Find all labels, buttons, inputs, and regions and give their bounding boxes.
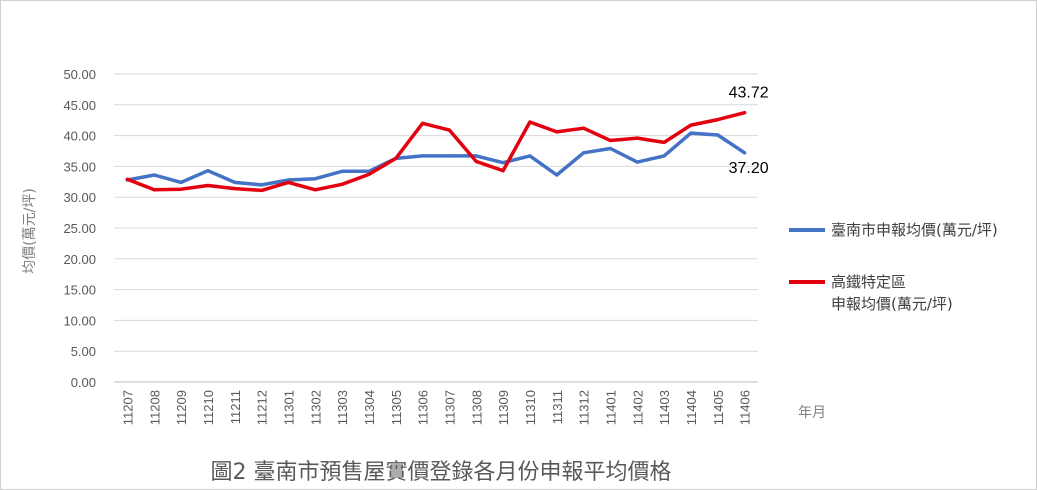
gridlines [114, 73, 758, 383]
data-point [420, 154, 425, 158]
x-tick-label: 11311 [550, 390, 565, 424]
x-tick-label: 11212 [255, 390, 270, 425]
data-point [474, 154, 478, 158]
x-tick-label: 11302 [308, 390, 323, 425]
y-tick-label: 30.00 [63, 190, 96, 205]
y-tick-label: 50.00 [63, 67, 96, 82]
data-point [313, 177, 317, 181]
x-tick-label: 11312 [577, 390, 592, 425]
y-tick-label: 45.00 [63, 98, 96, 113]
x-tick-label: 11301 [281, 390, 296, 425]
data-point [501, 161, 505, 165]
data-point [662, 140, 666, 144]
end-data-label-1: 37.20 [729, 160, 769, 177]
data-point [152, 188, 156, 192]
data-point [689, 131, 693, 135]
y-tick-label: 10.00 [63, 313, 96, 328]
data-point [742, 111, 747, 115]
data-point [286, 180, 291, 185]
x-tick-label: 11211 [228, 390, 243, 424]
data-point [689, 123, 693, 127]
data-point [125, 177, 130, 181]
data-point [662, 154, 666, 158]
x-tick-label: 11305 [389, 390, 404, 425]
data-point [581, 126, 586, 130]
x-tick-label: 11308 [469, 390, 484, 425]
data-point [555, 130, 559, 134]
x-tick-label: 11304 [362, 390, 377, 425]
x-tick-label: 11303 [335, 390, 350, 425]
data-point [608, 138, 613, 143]
y-tick-label: 25.00 [63, 221, 96, 236]
data-point [608, 146, 613, 151]
x-tick-label: 11310 [523, 390, 538, 425]
data-point [259, 183, 264, 187]
data-point [367, 172, 371, 177]
series-line-1 [125, 131, 747, 187]
data-point [233, 180, 237, 185]
end-data-label-2: 43.72 [729, 85, 769, 102]
x-tick-label: 11210 [201, 390, 216, 425]
data-point [555, 173, 559, 177]
legend-label-2: 申報均價(萬元/坪) [831, 295, 953, 313]
x-tick-label: 11406 [738, 390, 753, 425]
data-point [394, 156, 398, 160]
y-tick-label: 15.00 [63, 283, 96, 298]
data-point [233, 186, 237, 191]
data-labels: 37.20 43.72 [729, 85, 769, 177]
data-point [286, 178, 291, 182]
data-point [635, 136, 639, 140]
data-point [179, 187, 183, 191]
data-point [179, 180, 183, 185]
data-point [581, 151, 586, 155]
data-point [447, 154, 452, 158]
series-lines [125, 110, 747, 193]
x-tick-label: 11405 [711, 390, 726, 425]
x-tick-label: 11209 [174, 390, 189, 425]
y-axis-label: 均價(萬元/坪) [21, 188, 38, 274]
x-tick-label: 11404 [684, 390, 699, 425]
data-point [447, 128, 452, 132]
y-tick-label: 0.00 [71, 375, 96, 390]
x-tick-label: 11306 [416, 390, 431, 425]
data-point [635, 160, 639, 164]
data-point [528, 154, 532, 158]
chart-caption: 圖2 臺南市預售屋實價登錄各月份申報平均價格 [211, 460, 672, 485]
data-point [313, 188, 317, 192]
data-point [206, 183, 210, 188]
legend-label-2: 高鐵特定區 [831, 273, 906, 291]
data-point [716, 117, 720, 122]
data-point [474, 159, 478, 164]
data-point [716, 133, 720, 137]
series-line-2 [125, 110, 747, 193]
data-point [742, 151, 747, 155]
y-tick-label: 20.00 [63, 252, 96, 267]
x-axis-label: 年月 [798, 405, 826, 421]
data-point [259, 188, 264, 193]
x-tick-label: 11402 [630, 390, 645, 425]
y-tick-labels: 0.00 5.00 10.00 15.00 20.00 25.00 30.00 35.00 40… [63, 67, 96, 390]
y-tick-label: 40.00 [63, 129, 96, 144]
x-tick-label: 11309 [496, 390, 511, 425]
x-tick-label: 11307 [442, 390, 457, 425]
y-tick-label: 35.00 [63, 159, 96, 174]
data-point [206, 169, 210, 173]
data-point [152, 173, 156, 177]
data-point [340, 182, 344, 186]
data-point [528, 120, 532, 124]
x-tick-label: 11207 [120, 390, 135, 425]
data-point [420, 121, 425, 125]
x-tick-label: 11208 [147, 390, 162, 425]
x-tick-label: 11403 [657, 390, 672, 425]
data-point [501, 169, 505, 173]
x-tick-label: 11401 [603, 390, 618, 425]
y-tick-label: 5.00 [71, 344, 96, 359]
legend-label-1: 臺南市申報均價(萬元/坪) [831, 221, 998, 239]
data-point [340, 169, 344, 173]
x-tick-labels: 11207 11208 11209 11210 11211 11212 11301 11302… [120, 390, 752, 425]
